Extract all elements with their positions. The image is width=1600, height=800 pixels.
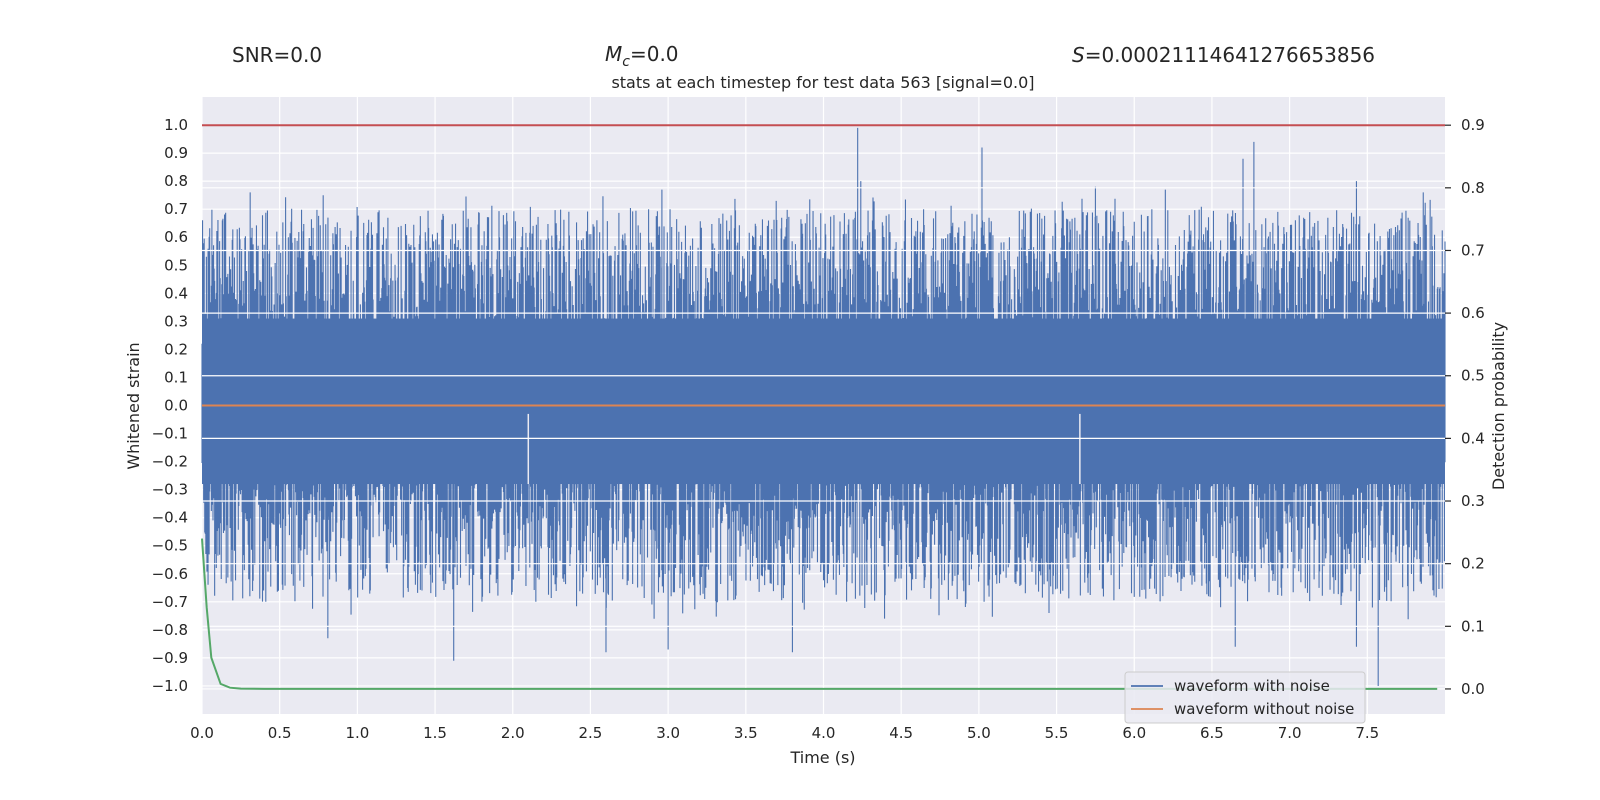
y-tick-label-left: −0.5 (152, 537, 188, 555)
snr-label: SNR=0.0 (232, 43, 322, 67)
y-tick-label-right: 0.2 (1461, 555, 1485, 573)
legend-box (1124, 671, 1366, 724)
x-tick-label: 1.0 (345, 724, 369, 742)
y-tick-label-left: 0.1 (164, 368, 188, 386)
y-tick-label-left: 1.0 (164, 116, 188, 134)
series-lines (201, 124, 1445, 690)
x-tick-label: 1.5 (423, 724, 447, 742)
y-tick-label-right: 0.4 (1461, 429, 1485, 447)
noise-waveform-core (202, 318, 1445, 485)
x-tick-label: 7.0 (1278, 724, 1302, 742)
series-line (201, 538, 1438, 690)
x-tick-label: 3.5 (734, 724, 758, 742)
y-tick-label-left: 0.4 (164, 284, 188, 302)
x-tick-label: 0.5 (268, 724, 292, 742)
y-tick-label-left: −1.0 (152, 677, 188, 695)
y-tick-label-right: 0.3 (1461, 492, 1485, 510)
tick-labels: 0.0 0.5 1.0 1.5 2.0 2.5 3.0 3.5 4.0 4.5 5.0 5.5 6.0 6… (152, 116, 1485, 742)
x-tick-label: 7.5 (1355, 724, 1379, 742)
y-tick-label-right: 0.9 (1461, 116, 1485, 134)
y-tick-label-left: −0.4 (152, 509, 188, 527)
chart-title: stats at each timestep for test data 563… (611, 73, 1034, 92)
legend: waveform with noise waveform without noi… (1124, 671, 1366, 724)
y-tick-label-right: 0.5 (1461, 367, 1485, 385)
y-tick-label-left: 0.0 (164, 397, 188, 415)
y-tick-label-left: −0.6 (152, 565, 188, 583)
y-tick-label-left: −0.9 (152, 649, 188, 667)
x-tick-label: 2.0 (501, 724, 525, 742)
chirp-mass-label: Mc=0.0 (605, 42, 679, 70)
y-tick-label-left: −0.2 (152, 453, 188, 471)
y-tick-label-left: −0.8 (152, 621, 188, 639)
y-tick-label-right: 0.7 (1461, 241, 1485, 259)
x-tick-label: 6.5 (1200, 724, 1224, 742)
x-axis-label: Time (s) (789, 748, 855, 767)
x-tick-label: 4.0 (812, 724, 836, 742)
y-tick-label-left: −0.3 (152, 481, 188, 499)
y-tick-label-left: 0.3 (164, 312, 188, 330)
y-tick-label-left: 0.5 (164, 256, 188, 274)
statistic-label: S=0.00021114641276653856 (1072, 43, 1375, 67)
y-tick-label-left: 0.6 (164, 228, 188, 246)
legend-label-clean: waveform without noise (1174, 700, 1354, 718)
y-tick-label-left: 0.2 (164, 340, 188, 358)
x-tick-label: 3.0 (656, 724, 680, 742)
y-tick-label-right: 0.6 (1461, 304, 1485, 322)
y-tick-label-left: −0.1 (152, 425, 188, 443)
y-tick-label-right: 0.1 (1461, 617, 1485, 635)
x-tick-label: 2.5 (579, 724, 603, 742)
x-tick-label: 5.5 (1045, 724, 1069, 742)
y-axis-label-left: Whitened strain (124, 342, 143, 469)
y-tick-label-left: 0.7 (164, 200, 188, 218)
y-tick-label-left: 0.8 (164, 172, 188, 190)
y-tick-label-left: −0.7 (152, 593, 188, 611)
noise-waveform (201, 124, 1446, 690)
x-tick-label: 6.0 (1122, 724, 1146, 742)
y-axis-label-right: Detection probability (1489, 322, 1508, 490)
x-tick-label: 4.5 (889, 724, 913, 742)
y-tick-label-left: 0.9 (164, 144, 188, 162)
y-tick-label-right: 0.8 (1461, 179, 1485, 197)
legend-label-noise: waveform with noise (1174, 677, 1330, 695)
x-tick-label: 0.0 (190, 724, 214, 742)
y-tick-label-right: 0.0 (1461, 680, 1485, 698)
x-tick-label: 5.0 (967, 724, 991, 742)
